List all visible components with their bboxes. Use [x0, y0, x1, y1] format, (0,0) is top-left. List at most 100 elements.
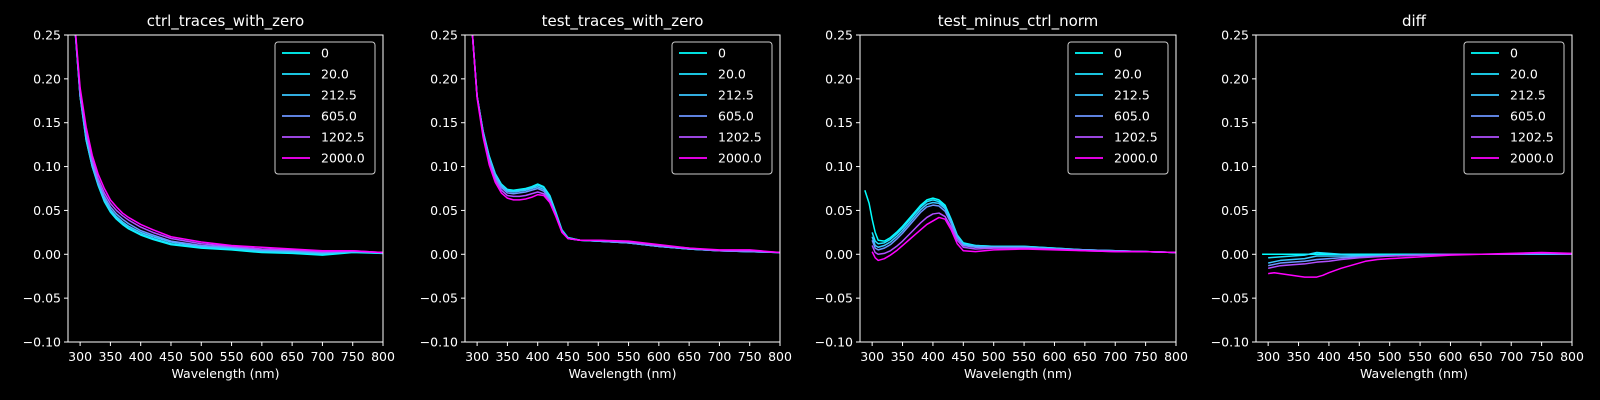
- legend-frame: [274, 41, 376, 175]
- y-tick-label: 0.15: [1221, 115, 1249, 130]
- legend-label: 0: [718, 46, 726, 61]
- legend-label: 0: [1114, 46, 1122, 61]
- x-tick-label: 650: [280, 349, 304, 364]
- chart-panel-2: test_traces_with_zero 300 350 400 450 500 550 6…: [420, 12, 792, 381]
- y-tick-label: 0.20: [825, 71, 853, 86]
- legend-label: 605.0: [718, 109, 754, 124]
- x-tick-label: 600: [647, 349, 671, 364]
- series-line-2000.0: [75, 35, 383, 254]
- legend-label: 2000.0: [321, 151, 365, 166]
- legend-label: 605.0: [1510, 109, 1546, 124]
- y-tick-label: 0.20: [1221, 71, 1249, 86]
- axes-frame: [67, 34, 384, 343]
- x-tick-label: 650: [1073, 349, 1097, 364]
- y-tick-label: 0.00: [1221, 247, 1249, 262]
- y-tick-label: −0.10: [23, 335, 61, 350]
- y-tick-label: −0.05: [23, 291, 61, 306]
- y-tick-label: 0.15: [430, 115, 458, 130]
- legend-frame: [1463, 41, 1565, 175]
- legend-label: 20.0: [718, 67, 746, 82]
- y-tick-label: 0.05: [1221, 203, 1249, 218]
- chart-title: test_minus_ctrl_norm: [938, 12, 1099, 31]
- legend-label: 1202.5: [1114, 130, 1158, 145]
- legend: 0 20.0 212.5 605.0 1202.5 2000.0: [1067, 41, 1169, 175]
- legend-label: 20.0: [321, 67, 349, 82]
- x-tick-label: 500: [586, 349, 610, 364]
- chart-title: ctrl_traces_with_zero: [147, 12, 304, 31]
- legend-label: 0: [321, 46, 329, 61]
- legend-label: 1202.5: [718, 130, 762, 145]
- series-line-1202.5: [471, 35, 780, 254]
- legend: 0 20.0 212.5 605.0 1202.5 2000.0: [671, 41, 773, 175]
- y-tick-label: −0.10: [815, 335, 853, 350]
- y-tick-label: 0.05: [825, 203, 853, 218]
- x-tick-label: 500: [1378, 349, 1402, 364]
- x-tick-label: 400: [526, 349, 550, 364]
- x-tick-label: 750: [738, 349, 762, 364]
- x-tick-label: 350: [495, 349, 519, 364]
- x-axis-label: Wavelength (nm): [964, 366, 1072, 381]
- x-tick-label: 800: [1164, 349, 1188, 364]
- y-tick-label: 0.00: [825, 247, 853, 262]
- x-tick-label: 800: [768, 349, 792, 364]
- x-tick-label: 350: [891, 349, 915, 364]
- y-tick-label: −0.10: [1211, 335, 1249, 350]
- x-tick-label: 700: [1103, 349, 1127, 364]
- panels: ctrl_traces_with_zero 300 350 400 450 500 550 6…: [23, 12, 1584, 381]
- x-axis-label: Wavelength (nm): [172, 366, 280, 381]
- x-tick-label: 600: [1043, 349, 1067, 364]
- x-tick-label: 300: [860, 349, 884, 364]
- x-tick-label: 500: [982, 349, 1006, 364]
- legend-label: 605.0: [321, 109, 357, 124]
- chart-panel-3: test_minus_ctrl_norm 300 350 400 450 500 550 60…: [815, 12, 1188, 381]
- series-line-1202.5: [74, 35, 383, 254]
- x-tick-label: 300: [1256, 349, 1280, 364]
- y-tick-label: 0.00: [33, 247, 61, 262]
- x-tick-label: 600: [1439, 349, 1463, 364]
- chart-title: diff: [1402, 12, 1427, 30]
- axes-frame: [1255, 34, 1573, 343]
- legend: 0 20.0 212.5 605.0 1202.5 2000.0: [274, 41, 376, 175]
- x-tick-label: 350: [1287, 349, 1311, 364]
- y-tick-label: −0.05: [815, 291, 853, 306]
- x-tick-label: 550: [617, 349, 641, 364]
- series-group: [1262, 251, 1572, 278]
- axes-frame: [464, 34, 781, 343]
- legend-label: 1202.5: [321, 130, 365, 145]
- x-tick-label: 450: [556, 349, 580, 364]
- x-tick-label: 650: [677, 349, 701, 364]
- legend-frame: [671, 41, 773, 175]
- x-tick-label: 700: [707, 349, 731, 364]
- x-tick-label: 400: [129, 349, 153, 364]
- series-line-20.0: [871, 199, 1176, 254]
- x-axis-label: Wavelength (nm): [1360, 366, 1468, 381]
- y-tick-label: 0.10: [825, 159, 853, 174]
- y-tick-label: 0.25: [825, 28, 853, 43]
- x-tick-label: 500: [189, 349, 213, 364]
- y-tick-label: −0.10: [420, 335, 458, 350]
- x-tick-label: 450: [1347, 349, 1371, 364]
- legend-frame: [1067, 41, 1169, 175]
- legend-label: 1202.5: [1510, 130, 1554, 145]
- series-line-605.0: [74, 35, 383, 254]
- x-tick-label: 450: [951, 349, 975, 364]
- legend-label: 212.5: [1114, 88, 1150, 103]
- x-tick-label: 700: [310, 349, 334, 364]
- legend-label: 212.5: [718, 88, 754, 103]
- y-tick-label: 0.15: [33, 115, 61, 130]
- axes-frame: [859, 34, 1177, 343]
- x-tick-label: 800: [371, 349, 395, 364]
- y-tick-label: 0.25: [430, 28, 458, 43]
- series-group: [471, 35, 780, 254]
- x-axis-label: Wavelength (nm): [569, 366, 677, 381]
- x-tick-label: 750: [1530, 349, 1554, 364]
- x-tick-label: 400: [921, 349, 945, 364]
- y-tick-label: −0.05: [420, 291, 458, 306]
- legend-label: 212.5: [1510, 88, 1546, 103]
- legend-label: 20.0: [1510, 67, 1538, 82]
- series-group: [864, 190, 1176, 262]
- x-tick-label: 550: [1012, 349, 1036, 364]
- series-group: [74, 35, 383, 256]
